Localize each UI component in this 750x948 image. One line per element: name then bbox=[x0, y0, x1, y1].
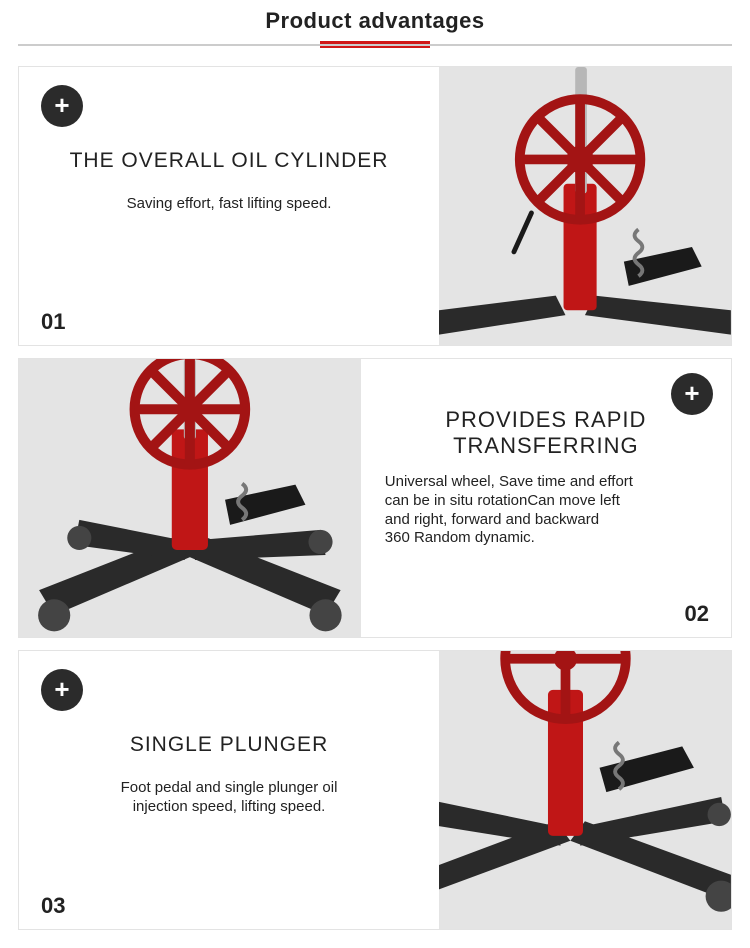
card-title: SINGLE PLUNGER bbox=[41, 733, 417, 757]
plus-icon[interactable] bbox=[41, 669, 83, 711]
card-description: Saving effort, fast lifting speed. bbox=[41, 195, 417, 214]
card-image bbox=[439, 67, 731, 345]
card-image bbox=[439, 651, 731, 929]
card-text-panel: PROVIDES RAPID TRANSFERRING Universal wh… bbox=[361, 359, 731, 637]
card-number: 03 bbox=[41, 893, 65, 919]
section-header: Product advantages bbox=[0, 0, 750, 48]
product-illustration bbox=[439, 651, 731, 923]
advantage-card: PROVIDES RAPID TRANSFERRING Universal wh… bbox=[18, 358, 732, 638]
card-image bbox=[19, 359, 361, 637]
card-title: PROVIDES RAPID TRANSFERRING bbox=[383, 407, 709, 459]
card-number: 02 bbox=[685, 601, 709, 627]
plus-icon[interactable] bbox=[41, 85, 83, 127]
card-text-panel: THE OVERALL OIL CYLINDER Saving effort, … bbox=[19, 67, 439, 345]
product-illustration bbox=[19, 359, 361, 637]
advantage-cards: THE OVERALL OIL CYLINDER Saving effort, … bbox=[0, 48, 750, 948]
card-title: THE OVERALL OIL CYLINDER bbox=[41, 149, 417, 173]
card-description: Universal wheel, Save time and effort ca… bbox=[383, 473, 709, 548]
plus-icon[interactable] bbox=[671, 373, 713, 415]
card-number: 01 bbox=[41, 309, 65, 335]
product-illustration bbox=[439, 67, 731, 339]
section-title: Product advantages bbox=[0, 8, 750, 34]
advantage-card: THE OVERALL OIL CYLINDER Saving effort, … bbox=[18, 66, 732, 346]
card-text-panel: SINGLE PLUNGER Foot pedal and single plu… bbox=[19, 651, 439, 929]
card-description: Foot pedal and single plunger oil inject… bbox=[41, 779, 417, 817]
advantage-card: SINGLE PLUNGER Foot pedal and single plu… bbox=[18, 650, 732, 930]
header-rule bbox=[18, 44, 732, 46]
